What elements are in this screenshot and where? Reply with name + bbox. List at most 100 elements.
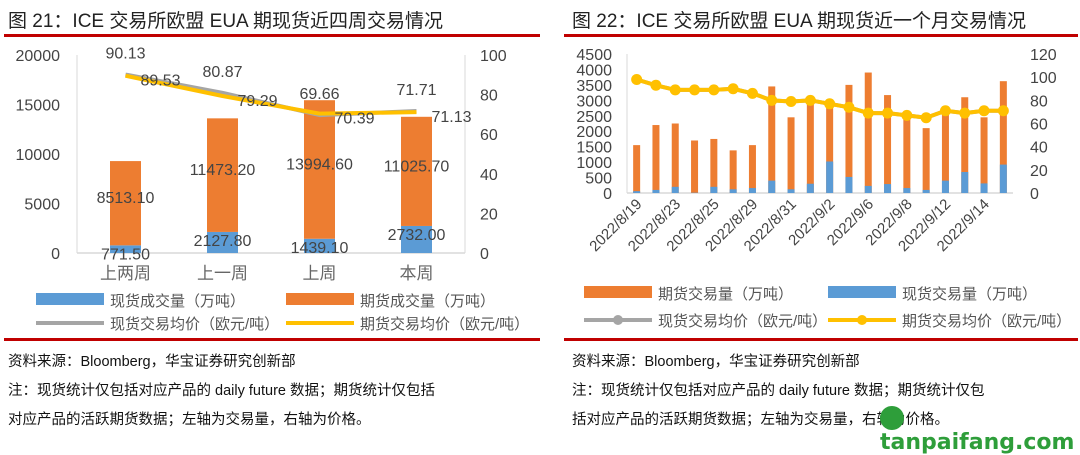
right-legend-futures-price-marker (857, 315, 867, 325)
left-y2-tick: 40 (480, 167, 498, 184)
left-note-line2: 对应产品的活跃期货数据；左轴为交易量，右轴为价格。 (8, 408, 371, 429)
left-legend-spot-volume-label: 现货成交量（万吨） (110, 292, 245, 310)
right-legend-spot-price-marker (613, 315, 623, 325)
left-futures-price-label: 89.53 (140, 73, 180, 90)
right-spot-bar (652, 190, 659, 193)
right-spot-bar (672, 187, 679, 193)
right-futures-bar (749, 145, 756, 193)
watermark-text: tanpaifang.com (880, 430, 1074, 455)
right-spot-bar (981, 183, 988, 193)
left-y2-tick: 80 (480, 88, 498, 105)
right-spot-bar (730, 189, 737, 193)
left-x-tick: 上周 (303, 264, 337, 283)
right-futures-price-marker (959, 108, 970, 119)
right-y-tick: 3000 (576, 93, 612, 110)
right-futures-price-marker (824, 98, 835, 109)
left-spot-price-label: 69.66 (299, 86, 339, 103)
right-spot-bar (923, 190, 930, 193)
right-y-tick: 1500 (576, 140, 612, 157)
right-spot-bar (633, 191, 640, 193)
right-y-tick: 0 (603, 186, 612, 203)
right-source: 资料来源：Bloomberg，华宝证券研究创新部 (572, 350, 860, 371)
left-futures-data-label: 13994.60 (286, 156, 353, 173)
left-y2-tick: 100 (480, 48, 507, 65)
left-legend-spot-volume-swatch (36, 293, 104, 305)
left-legend-futures-price-label: 期货交易均价（欧元/吨） (360, 315, 529, 333)
left-spot-data-label: 771.50 (101, 246, 150, 263)
right-futures-bar (845, 85, 852, 193)
right-spot-bar (1000, 165, 1007, 193)
right-y-tick: 1000 (576, 155, 612, 172)
left-y-tick: 0 (51, 246, 60, 263)
left-note-line1: 注：现货统计仅包括对应产品的 daily future 数据；期货统计仅包括 (8, 379, 435, 400)
right-futures-price-marker (843, 102, 854, 113)
right-spot-bar (788, 189, 795, 193)
right-futures-bar (710, 139, 717, 193)
right-legend-futures-price-label: 期货交易均价（欧元/吨） (902, 312, 1071, 330)
right-legend-futures-volume-swatch (584, 286, 652, 298)
left-x-tick: 本周 (400, 264, 434, 283)
left-futures-data-label: 11025.70 (384, 158, 450, 175)
right-y-tick: 2000 (576, 124, 612, 141)
watermark-logo-icon (880, 406, 904, 430)
left-y-tick: 10000 (16, 147, 61, 164)
right-futures-price-marker (921, 112, 932, 123)
right-y2-tick: 0 (1030, 186, 1039, 203)
left-y-tick: 5000 (24, 197, 60, 214)
left-y2-tick: 60 (480, 127, 498, 144)
right-legend-spot-price-label: 现货交易均价（欧元/吨） (658, 312, 827, 330)
right-spot-bar (807, 184, 814, 193)
charts-canvas: 05000100001500020000020406080100上两周上一周上周… (0, 0, 1080, 340)
right-spot-bar (865, 186, 872, 193)
left-spot-data-label: 2127.80 (194, 233, 252, 250)
right-spot-bar (961, 172, 968, 193)
right-legend-futures-volume-label: 期货交易量（万吨） (658, 285, 793, 303)
left-futures-price-label: 79.29 (237, 93, 277, 110)
right-futures-price-marker (786, 96, 797, 107)
left-y2-tick: 0 (480, 246, 489, 263)
left-y2-tick: 20 (480, 206, 498, 223)
left-source: 资料来源：Bloomberg，华宝证券研究创新部 (8, 350, 296, 371)
right-futures-bar (981, 117, 988, 193)
right-spot-bar (884, 184, 891, 193)
left-futures-data-label: 11473.20 (190, 162, 256, 179)
right-futures-price-marker (940, 105, 951, 116)
right-y-tick: 4000 (576, 62, 612, 79)
right-y-tick: 500 (585, 171, 612, 188)
right-spot-bar (749, 188, 756, 193)
right-futures-price-marker (631, 74, 642, 85)
right-y2-tick: 20 (1030, 163, 1048, 180)
left-x-tick: 上一周 (197, 264, 248, 283)
right-legend-spot-volume-label: 现货交易量（万吨） (902, 285, 1037, 303)
right-spot-bar (903, 188, 910, 193)
left-spot-data-label: 2732.00 (388, 227, 446, 244)
right-futures-bar (691, 140, 698, 193)
right-futures-bar (633, 145, 640, 193)
left-futures-price-label: 70.39 (334, 111, 374, 128)
right-y2-tick: 120 (1030, 47, 1057, 64)
right-futures-price-marker (805, 95, 816, 106)
right-spot-bar (845, 177, 852, 193)
watermark: tanpaifang.com (880, 405, 1080, 455)
right-futures-bar (788, 117, 795, 193)
right-futures-price-marker (979, 105, 990, 116)
right-futures-price-marker (708, 84, 719, 95)
right-y-tick: 3500 (576, 78, 612, 95)
left-x-tick: 上两周 (100, 264, 151, 283)
right-y-tick: 4500 (576, 47, 612, 64)
right-futures-price-marker (689, 84, 700, 95)
right-y2-tick: 100 (1030, 70, 1057, 87)
left-legend-futures-volume-label: 期货成交量（万吨） (360, 292, 495, 310)
left-y-tick: 20000 (16, 48, 61, 65)
right-y2-tick: 60 (1030, 117, 1048, 134)
right-y2-tick: 40 (1030, 140, 1048, 157)
right-futures-price-marker (670, 84, 681, 95)
right-futures-price-marker (650, 80, 661, 91)
right-futures-price-marker (766, 95, 777, 106)
right-futures-price-marker (747, 88, 758, 99)
left-spot-price-label: 90.13 (105, 46, 145, 63)
left-futures-data-label: 8513.10 (97, 190, 155, 207)
right-y-tick: 2500 (576, 109, 612, 126)
left-y-tick: 15000 (16, 98, 61, 115)
right-note-line1: 注：现货统计仅包括对应产品的 daily future 数据；期货统计仅包 (572, 379, 984, 400)
